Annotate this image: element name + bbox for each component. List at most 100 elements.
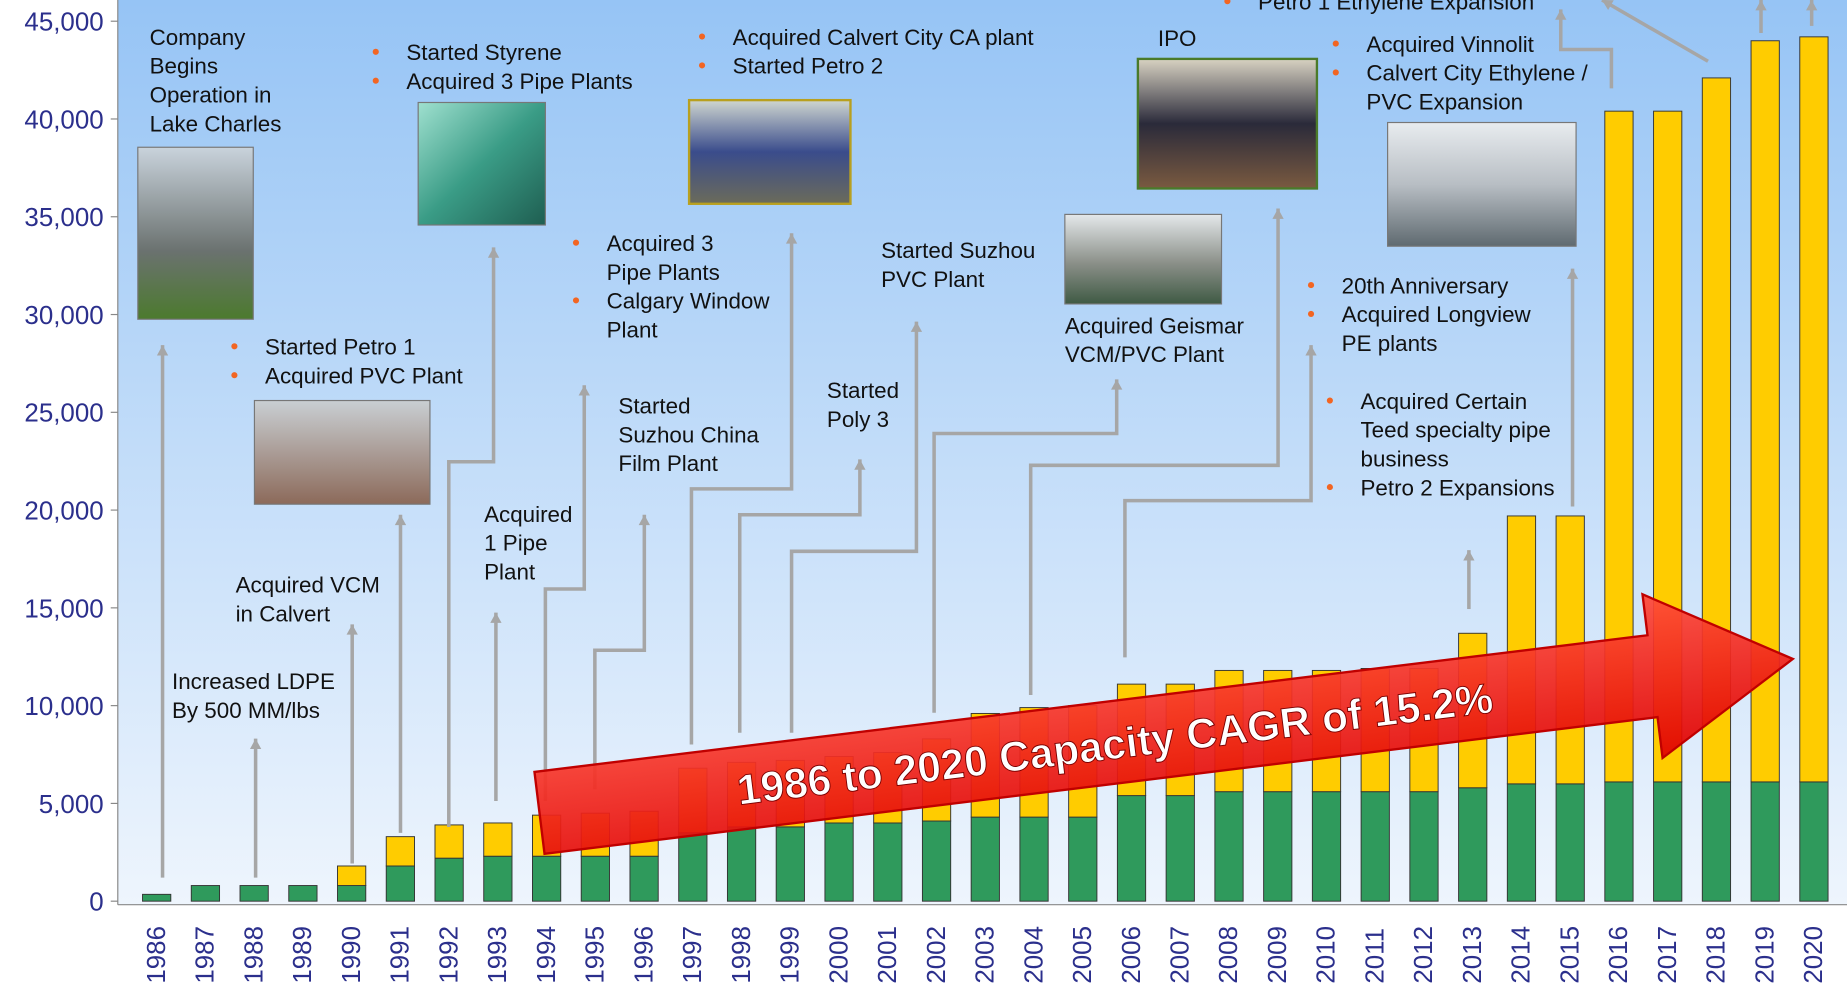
bar-segment xyxy=(385,865,415,902)
x-tick-label: 1995 xyxy=(582,926,610,984)
arrow-head xyxy=(156,345,169,356)
x-tick-label: 2016 xyxy=(1605,926,1633,984)
bar-segment xyxy=(434,857,464,902)
annotation-text: Begins xyxy=(150,54,218,79)
bar-segment xyxy=(1263,791,1293,902)
x-tick-label: 2005 xyxy=(1069,926,1097,984)
bullet xyxy=(372,77,379,84)
annotation-text: Acquired PVC Plant xyxy=(265,363,464,388)
connector xyxy=(789,321,919,733)
annotation-text: 20th Anniversary xyxy=(1342,273,1509,298)
connector xyxy=(447,247,496,827)
y-tick-label: 5,000 xyxy=(39,791,104,819)
x-tick-label: 2018 xyxy=(1703,926,1731,984)
photo xyxy=(687,98,852,205)
bar-segment xyxy=(775,826,805,902)
annotation-text: Petro 1 Ethylene Expansion xyxy=(1258,0,1534,14)
bar-segment xyxy=(1799,36,1829,783)
bullet xyxy=(1326,397,1333,404)
bar-segment xyxy=(824,822,854,902)
annotation-text: Teed specialty pipe xyxy=(1361,418,1551,443)
bullet xyxy=(1224,0,1231,5)
y-tick-label: 25,000 xyxy=(24,400,103,428)
annotation-text: 1 Pipe xyxy=(484,531,547,556)
annotation-text: Started Petro 2 xyxy=(733,54,883,79)
annotation-text: PVC Expansion xyxy=(1366,90,1523,115)
bar-segment xyxy=(1653,781,1683,902)
x-tick-label: 1997 xyxy=(679,926,707,984)
bar-segment xyxy=(239,885,269,902)
bar-segment xyxy=(532,855,562,902)
arrow-head xyxy=(1272,208,1284,219)
annotation-text: Acquired Vinnolit xyxy=(1366,32,1534,57)
x-tick-label: 2010 xyxy=(1313,926,1341,984)
x-tick-label: 2013 xyxy=(1459,926,1487,984)
arrow-head xyxy=(1463,550,1475,561)
bar-segment xyxy=(385,836,415,867)
annotation-text: Plant xyxy=(484,560,536,585)
annotation-text: Acquired Certain xyxy=(1361,389,1528,414)
bar-segment xyxy=(873,822,903,902)
bar-segment xyxy=(1409,791,1439,902)
annotation-text: Acquired Longview xyxy=(1342,302,1532,327)
connector xyxy=(543,385,587,802)
bar-segment xyxy=(629,855,659,902)
bar-segment xyxy=(1604,781,1634,902)
annotation-text: Calvert City Ethylene / xyxy=(1366,61,1588,86)
photo xyxy=(137,146,254,320)
photo xyxy=(417,101,546,226)
bar-segment xyxy=(1068,816,1098,902)
bar-segment xyxy=(580,855,610,902)
x-tick-label: 1994 xyxy=(533,926,561,984)
annotation-text: Started xyxy=(827,378,899,403)
x-tick-label: 1986 xyxy=(143,926,171,984)
x-tick-label: 1998 xyxy=(728,926,756,984)
arrow-head xyxy=(1305,345,1317,356)
x-tick-label: 2011 xyxy=(1361,928,1389,984)
x-tick-label: 2014 xyxy=(1508,926,1536,984)
x-tick-label: 2006 xyxy=(1118,926,1146,984)
arrow-head xyxy=(578,385,590,396)
annotation-text: Poly 3 xyxy=(827,407,889,432)
connector xyxy=(593,514,647,790)
arrow-head xyxy=(1566,268,1579,279)
x-tick-label: 2009 xyxy=(1264,926,1292,984)
annotation-text: PVC Plant xyxy=(881,267,985,292)
arrow-head xyxy=(854,459,866,470)
bar-segment xyxy=(142,893,172,902)
connector xyxy=(1028,208,1280,696)
connector xyxy=(1558,9,1614,89)
bullet xyxy=(1307,282,1315,289)
photo xyxy=(1136,57,1319,190)
bar-segment xyxy=(1165,795,1195,902)
x-tick-label: 1990 xyxy=(338,926,366,984)
annotation-text: Lake Charles xyxy=(150,111,282,136)
arrow-head xyxy=(487,247,500,258)
bullet xyxy=(1307,310,1315,318)
bar-segment xyxy=(1019,816,1049,902)
annotation-text: Acquired 3 Pipe Plants xyxy=(406,69,632,94)
connector xyxy=(1601,0,1709,63)
arrow-head xyxy=(638,514,650,526)
x-tick-label: 2017 xyxy=(1654,926,1682,984)
y-tick-label: 35,000 xyxy=(24,204,103,232)
x-tick-label: 1996 xyxy=(630,926,658,984)
x-tick-label: 1988 xyxy=(240,926,268,984)
annotation-text: Started Petro 1 xyxy=(265,335,415,360)
connector xyxy=(689,233,794,745)
x-tick-label: 1992 xyxy=(435,926,463,984)
bullet xyxy=(1332,69,1339,76)
bar-segment xyxy=(1555,783,1585,902)
connector xyxy=(737,459,862,733)
annotation-text: IPO xyxy=(1158,26,1197,51)
arrow-head xyxy=(490,612,502,623)
y-tick-label: 0 xyxy=(89,889,103,917)
annotation-text: Started xyxy=(618,393,690,418)
bullet xyxy=(1332,40,1339,47)
cagr-arrow xyxy=(533,592,1796,856)
bar-segment xyxy=(1750,781,1780,902)
y-tick-label: 20,000 xyxy=(24,498,103,526)
bullet xyxy=(372,48,379,55)
bar-segment xyxy=(434,824,464,859)
